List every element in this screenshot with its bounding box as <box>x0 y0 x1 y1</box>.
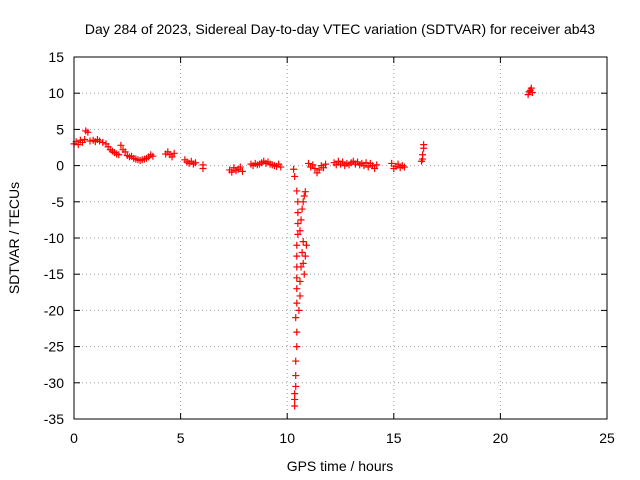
grid <box>74 57 607 419</box>
data-point <box>311 164 319 172</box>
data-point <box>420 141 428 149</box>
data-point <box>84 128 92 136</box>
y-tick-label: -15 <box>44 266 64 282</box>
data-point <box>373 161 381 169</box>
y-tick-label: -30 <box>44 375 64 391</box>
y-tick-label: -10 <box>44 230 64 246</box>
x-tick-label: 25 <box>599 430 615 446</box>
data-point <box>74 141 82 149</box>
y-tick-label: 5 <box>56 121 64 137</box>
data-point <box>296 277 304 285</box>
y-tick-label: 0 <box>56 158 64 174</box>
data-point <box>305 159 313 167</box>
data-point <box>117 141 125 149</box>
data-point <box>419 155 427 163</box>
data-point <box>96 137 104 145</box>
data-point <box>400 163 408 171</box>
data-point <box>293 299 301 307</box>
y-tick-label: -20 <box>44 302 64 318</box>
data-point <box>299 198 307 206</box>
data-point <box>298 248 306 256</box>
data-point <box>309 161 317 169</box>
data-point <box>294 230 302 238</box>
data-point <box>300 270 308 278</box>
y-tick-label: -5 <box>52 194 65 210</box>
data-point <box>81 136 89 144</box>
data-point <box>199 164 207 172</box>
data-point <box>527 84 535 92</box>
x-tick-label: 10 <box>279 430 295 446</box>
x-axis-label: GPS time / hours <box>287 458 394 474</box>
data-point <box>291 395 299 403</box>
data-point <box>297 263 305 271</box>
plot-frame <box>73 56 608 420</box>
data-point <box>302 241 310 249</box>
data-point <box>294 209 302 217</box>
x-tick-label: 20 <box>493 430 509 446</box>
data-point <box>293 328 301 336</box>
data-point <box>301 188 309 196</box>
data-point <box>364 163 372 171</box>
data-point <box>290 165 298 173</box>
data-point <box>525 88 533 96</box>
y-tick-label: -25 <box>44 339 64 355</box>
data-point <box>294 220 302 228</box>
data-point <box>293 285 301 293</box>
y-tick-label: 10 <box>48 85 64 101</box>
y-tick-label: -35 <box>44 411 64 427</box>
chart-title: Day 284 of 2023, Sidereal Day-to-day VTE… <box>85 21 595 37</box>
data-point <box>388 159 396 167</box>
data-point <box>292 357 300 365</box>
data-point <box>292 314 300 322</box>
data-point <box>394 160 402 168</box>
data-point <box>192 159 200 167</box>
data-point <box>293 241 301 249</box>
data-point <box>170 149 178 157</box>
data-point <box>362 159 370 167</box>
y-axis-label: SDTVAR / TECUs <box>6 182 22 294</box>
data-point <box>86 137 94 145</box>
data-point <box>339 158 347 166</box>
data-point <box>332 161 340 169</box>
data-point <box>291 402 299 410</box>
data-point <box>277 163 285 171</box>
data-point <box>293 252 301 260</box>
data-point <box>300 192 308 200</box>
data-point <box>319 164 327 172</box>
data-point <box>149 152 157 160</box>
x-tick-label: 15 <box>386 430 402 446</box>
data-point <box>293 187 301 195</box>
data-point <box>301 252 309 260</box>
data-point <box>236 163 244 171</box>
y-tick-label: 15 <box>48 49 64 65</box>
x-tick-label: 0 <box>70 430 78 446</box>
data-point <box>296 292 304 300</box>
data-point <box>228 168 236 176</box>
data-point <box>296 227 304 235</box>
x-tick-label: 5 <box>177 430 185 446</box>
data-points <box>70 84 536 410</box>
data-point <box>291 172 299 180</box>
data-point <box>297 216 305 224</box>
data-point <box>528 88 536 96</box>
data-point <box>299 238 307 246</box>
data-point <box>292 382 300 390</box>
data-point <box>121 148 129 156</box>
data-point <box>168 153 176 161</box>
data-point <box>371 164 379 172</box>
data-point <box>295 306 303 314</box>
data-point <box>293 274 301 282</box>
data-point <box>238 167 246 175</box>
data-point <box>298 205 306 213</box>
data-point <box>322 160 330 168</box>
data-point <box>99 138 107 146</box>
axis-ticks: 0 5 10 15 20 25 15 10 5 0 -5 -10 -15 -20 -25 -30 -35 <box>44 49 615 446</box>
data-point <box>315 166 323 174</box>
data-point <box>292 372 300 380</box>
data-point <box>293 343 301 351</box>
data-point <box>299 259 307 267</box>
data-point <box>115 151 123 159</box>
